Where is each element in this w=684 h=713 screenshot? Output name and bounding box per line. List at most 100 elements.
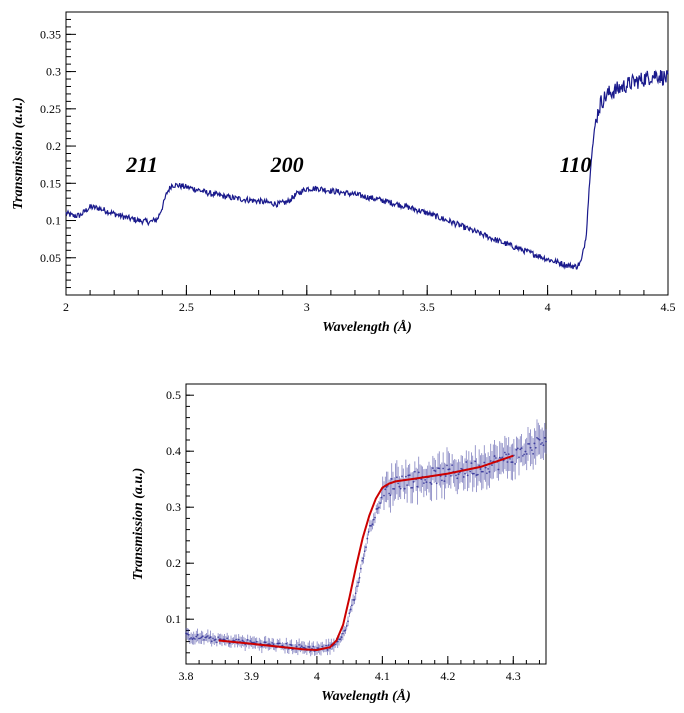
data-point: [470, 462, 473, 465]
data-point: [390, 478, 393, 480]
data-point: [253, 641, 256, 644]
data-point: [365, 546, 367, 549]
data-point: [377, 506, 380, 509]
data-point: [539, 443, 542, 446]
data-point: [352, 598, 355, 601]
data-point: [527, 443, 529, 445]
top-peak-labels: 211 200 110: [125, 152, 591, 177]
data-point: [523, 453, 526, 456]
data-point: [206, 635, 209, 637]
data-point: [356, 585, 358, 588]
data-point: [462, 476, 465, 478]
data-point: [518, 456, 520, 459]
y-tick-label: 0.1: [46, 214, 61, 228]
data-point: [290, 644, 293, 646]
data-point: [497, 468, 500, 471]
data-point: [203, 639, 205, 641]
peak-label: 200: [270, 152, 304, 177]
data-point: [187, 633, 190, 636]
data-point: [228, 642, 231, 645]
data-point: [455, 474, 457, 477]
data-point: [389, 494, 392, 497]
data-point: [326, 648, 329, 651]
peak-label: 211: [125, 152, 158, 177]
top-x-axis-title: Wavelength (Å): [322, 319, 412, 335]
data-point: [395, 476, 398, 479]
x-tick-label: 4.5: [661, 300, 676, 314]
data-point: [434, 470, 437, 472]
data-point: [345, 625, 348, 627]
data-point: [488, 471, 491, 473]
top-transmission-line: [65, 69, 669, 270]
data-point: [444, 475, 447, 477]
data-point: [246, 639, 249, 641]
data-point: [372, 518, 375, 521]
data-point: [191, 638, 194, 641]
data-point: [443, 480, 446, 483]
data-point: [303, 646, 306, 649]
data-point: [190, 636, 193, 639]
data-point: [525, 453, 528, 455]
data-point: [529, 446, 532, 449]
data-point: [438, 467, 441, 470]
x-tick-label: 2.5: [179, 300, 194, 314]
data-point: [466, 474, 469, 477]
data-point: [537, 437, 540, 440]
data-point: [192, 637, 195, 640]
data-point: [249, 640, 252, 642]
x-tick-label: 3.9: [244, 669, 259, 683]
data-point: [457, 473, 460, 476]
data-point: [255, 640, 258, 643]
x-tick-label: 4.3: [506, 669, 521, 683]
data-point: [278, 642, 281, 645]
data-point: [451, 464, 454, 467]
data-point: [442, 467, 445, 470]
data-point: [363, 550, 366, 553]
top-x-axis: 2 2.5 3 3.5 4 4.5: [63, 285, 676, 314]
data-point: [501, 456, 504, 459]
data-point: [398, 485, 401, 488]
bottom-plot-frame: [185, 383, 547, 665]
data-point: [411, 486, 414, 489]
data-point: [353, 599, 356, 601]
data-point: [538, 438, 541, 441]
data-point: [430, 483, 433, 485]
data-point: [196, 634, 199, 636]
y-tick-label: 0.1: [166, 612, 181, 626]
data-point: [385, 486, 388, 488]
x-tick-label: 4: [314, 669, 320, 683]
data-point: [476, 473, 479, 476]
x-tick-label: 4.2: [440, 669, 455, 683]
data-point: [520, 447, 523, 450]
data-point: [404, 475, 407, 478]
x-tick-label: 4: [545, 300, 551, 314]
data-point: [521, 454, 524, 457]
data-point: [474, 460, 477, 463]
data-point: [276, 642, 279, 645]
data-point: [376, 507, 379, 510]
data-point: [188, 638, 191, 640]
data-point: [456, 477, 459, 480]
data-point: [334, 643, 337, 646]
x-tick-label: 3.5: [420, 300, 435, 314]
data-point: [397, 482, 400, 485]
data-point: [440, 479, 443, 482]
data-point: [347, 620, 349, 623]
data-point: [408, 474, 411, 477]
data-point: [412, 480, 415, 483]
data-point: [199, 637, 202, 640]
data-point: [536, 436, 538, 439]
data-point: [491, 464, 493, 466]
top-y-axis: 0.05 0.1 0.15 0.2 0.25 0.3 0.35: [40, 11, 76, 296]
transmission-spectrum-chart: 0.05 0.1 0.15 0.2 0.25 0.3 0.35 2 2.5 3 3.5 4 4.5 2…: [11, 11, 676, 335]
data-point: [465, 461, 468, 463]
data-point: [503, 451, 506, 454]
data-point: [339, 638, 342, 641]
data-point: [195, 635, 198, 638]
data-point: [473, 472, 475, 475]
data-point: [367, 531, 370, 533]
bottom-x-axis-title: Wavelength (Å): [321, 688, 411, 704]
data-point: [542, 444, 545, 447]
data-point: [510, 461, 513, 464]
data-point: [532, 452, 535, 455]
